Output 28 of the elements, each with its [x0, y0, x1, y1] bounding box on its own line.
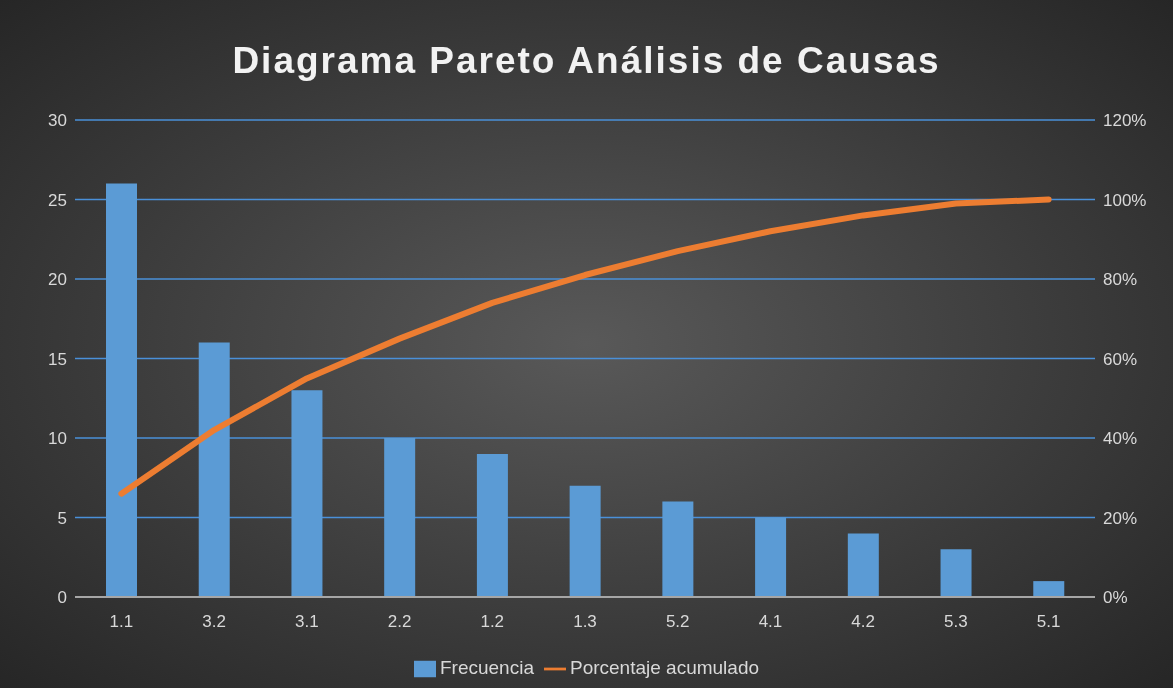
x-tick-label: 5.1	[1036, 612, 1061, 632]
x-tick-label: 3.2	[202, 612, 226, 632]
y-tick-label: 20	[48, 270, 67, 290]
y2-tick-label: 100%	[1103, 190, 1147, 210]
y2-tick-label: 20%	[1103, 508, 1138, 528]
y-tick-label: 15	[48, 349, 67, 369]
chart-title: Diagrama Pareto Análisis de Causas	[231, 40, 942, 82]
y-tick-label: 5	[57, 508, 67, 528]
y-tick-label: 0	[57, 588, 67, 608]
x-tick-label: 1.1	[109, 612, 134, 632]
x-tick-label: 1.2	[480, 612, 505, 632]
x-tick-label: 5.3	[944, 612, 968, 632]
x-tick-label: 4.2	[851, 612, 875, 632]
legend-label: Frecuencia	[439, 657, 534, 679]
x-tick-label: 5.2	[665, 612, 690, 632]
x-tick-label: 3.1	[295, 612, 319, 632]
x-tick-label: 2.2	[387, 612, 412, 632]
x-tick-label: 4.1	[758, 612, 783, 632]
y2-tick-label: 40%	[1103, 429, 1138, 449]
y2-tick-label: 80%	[1103, 270, 1138, 290]
legend-label: Porcentaje acumulado	[569, 657, 760, 679]
y2-tick-label: 120%	[1103, 111, 1147, 131]
y-tick-label: 25	[48, 190, 67, 210]
y2-tick-label: 60%	[1103, 349, 1138, 369]
y2-tick-label: 0%	[1103, 588, 1128, 608]
y-tick-label: 10	[48, 429, 67, 449]
x-tick-label: 1.3	[573, 612, 597, 632]
y-tick-label: 30	[48, 111, 67, 131]
